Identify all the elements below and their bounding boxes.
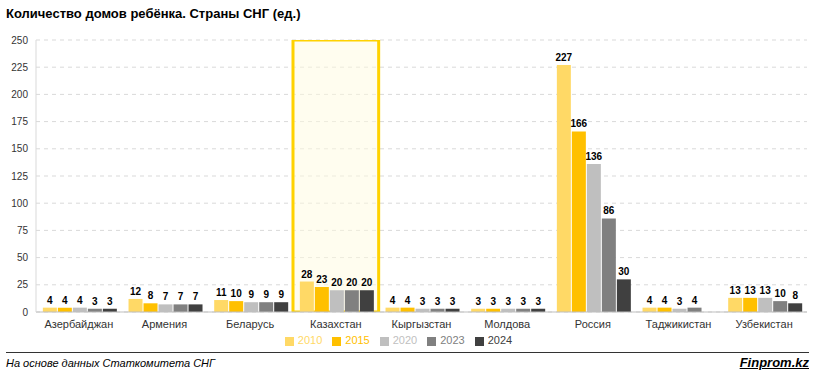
svg-text:175: 175 bbox=[11, 116, 28, 127]
svg-text:3: 3 bbox=[677, 296, 683, 307]
svg-text:4: 4 bbox=[405, 295, 411, 306]
html-text:2024: 2024 bbox=[487, 334, 513, 346]
svg-text:11: 11 bbox=[216, 287, 227, 298]
svg-text:3: 3 bbox=[92, 296, 98, 307]
svg-text:3: 3 bbox=[505, 296, 511, 307]
html-text:Finprom.kz: Finprom.kz bbox=[739, 355, 809, 370]
svg-text:50: 50 bbox=[17, 252, 29, 263]
svg-text:12: 12 bbox=[130, 286, 142, 297]
svg-text:10: 10 bbox=[231, 288, 243, 299]
svg-text:4: 4 bbox=[647, 295, 653, 306]
svg-text:30: 30 bbox=[618, 266, 630, 277]
svg-text:4: 4 bbox=[390, 295, 396, 306]
svg-text:7: 7 bbox=[163, 291, 169, 302]
svg-text:Узбекистан: Узбекистан bbox=[736, 318, 793, 330]
svg-text:3: 3 bbox=[107, 296, 113, 307]
svg-text:Казахстан: Казахстан bbox=[310, 318, 362, 330]
svg-text:Армения: Армения bbox=[142, 318, 187, 330]
svg-text:10: 10 bbox=[775, 288, 787, 299]
svg-text:9: 9 bbox=[263, 289, 269, 300]
svg-text:28: 28 bbox=[301, 269, 313, 280]
svg-text:3: 3 bbox=[535, 296, 541, 307]
svg-text:Молдова: Молдова bbox=[484, 318, 531, 330]
svg-text:3: 3 bbox=[420, 296, 426, 307]
svg-text:250: 250 bbox=[11, 35, 28, 46]
svg-text:4: 4 bbox=[662, 295, 668, 306]
svg-text:150: 150 bbox=[11, 143, 28, 154]
svg-text:Россия: Россия bbox=[575, 318, 611, 330]
svg-text:7: 7 bbox=[178, 291, 184, 302]
svg-text:Беларусь: Беларусь bbox=[226, 318, 274, 330]
svg-text:3: 3 bbox=[520, 296, 526, 307]
svg-text:13: 13 bbox=[745, 285, 757, 296]
svg-text:20: 20 bbox=[346, 277, 358, 288]
svg-text:23: 23 bbox=[316, 274, 328, 285]
svg-text:20: 20 bbox=[331, 277, 343, 288]
svg-text:100: 100 bbox=[11, 198, 28, 209]
svg-text:20: 20 bbox=[361, 277, 373, 288]
svg-text:Кыргызстан: Кыргызстан bbox=[392, 318, 452, 330]
svg-text:3: 3 bbox=[490, 296, 496, 307]
svg-text:136: 136 bbox=[586, 151, 603, 162]
html-text:2015: 2015 bbox=[345, 334, 370, 346]
svg-text:9: 9 bbox=[278, 289, 284, 300]
svg-text:Таджикистан: Таджикистан bbox=[646, 318, 712, 330]
svg-text:200: 200 bbox=[11, 89, 28, 100]
svg-text:3: 3 bbox=[435, 296, 441, 307]
svg-text:Азербайджан: Азербайджан bbox=[44, 318, 113, 330]
svg-text:25: 25 bbox=[17, 279, 29, 290]
svg-text:13: 13 bbox=[730, 285, 742, 296]
html-text:2020: 2020 bbox=[392, 334, 418, 346]
svg-text:4: 4 bbox=[77, 295, 83, 306]
svg-text:125: 125 bbox=[11, 171, 28, 182]
svg-text:75: 75 bbox=[17, 225, 29, 236]
svg-text:3: 3 bbox=[475, 296, 481, 307]
svg-text:4: 4 bbox=[692, 295, 698, 306]
svg-text:8: 8 bbox=[792, 290, 798, 301]
svg-text:86: 86 bbox=[603, 205, 615, 216]
html-text:2023: 2023 bbox=[440, 334, 465, 346]
svg-text:4: 4 bbox=[47, 295, 53, 306]
svg-text:227: 227 bbox=[556, 52, 573, 63]
svg-text:13: 13 bbox=[760, 285, 772, 296]
html-text:Количество домов ребёнка. Стра: Количество домов ребёнка. Страны СНГ (ед… bbox=[6, 6, 301, 21]
svg-text:225: 225 bbox=[11, 62, 28, 73]
svg-text:3: 3 bbox=[450, 296, 456, 307]
html-text:На основе данных Статкомитета: На основе данных Статкомитета СНГ bbox=[6, 357, 215, 369]
svg-text:4: 4 bbox=[62, 295, 68, 306]
svg-text:9: 9 bbox=[248, 289, 254, 300]
svg-text:166: 166 bbox=[571, 118, 588, 129]
html-text:2010: 2010 bbox=[297, 334, 323, 346]
svg-text:8: 8 bbox=[148, 290, 154, 301]
svg-text:7: 7 bbox=[193, 291, 199, 302]
svg-text:0: 0 bbox=[22, 307, 28, 318]
